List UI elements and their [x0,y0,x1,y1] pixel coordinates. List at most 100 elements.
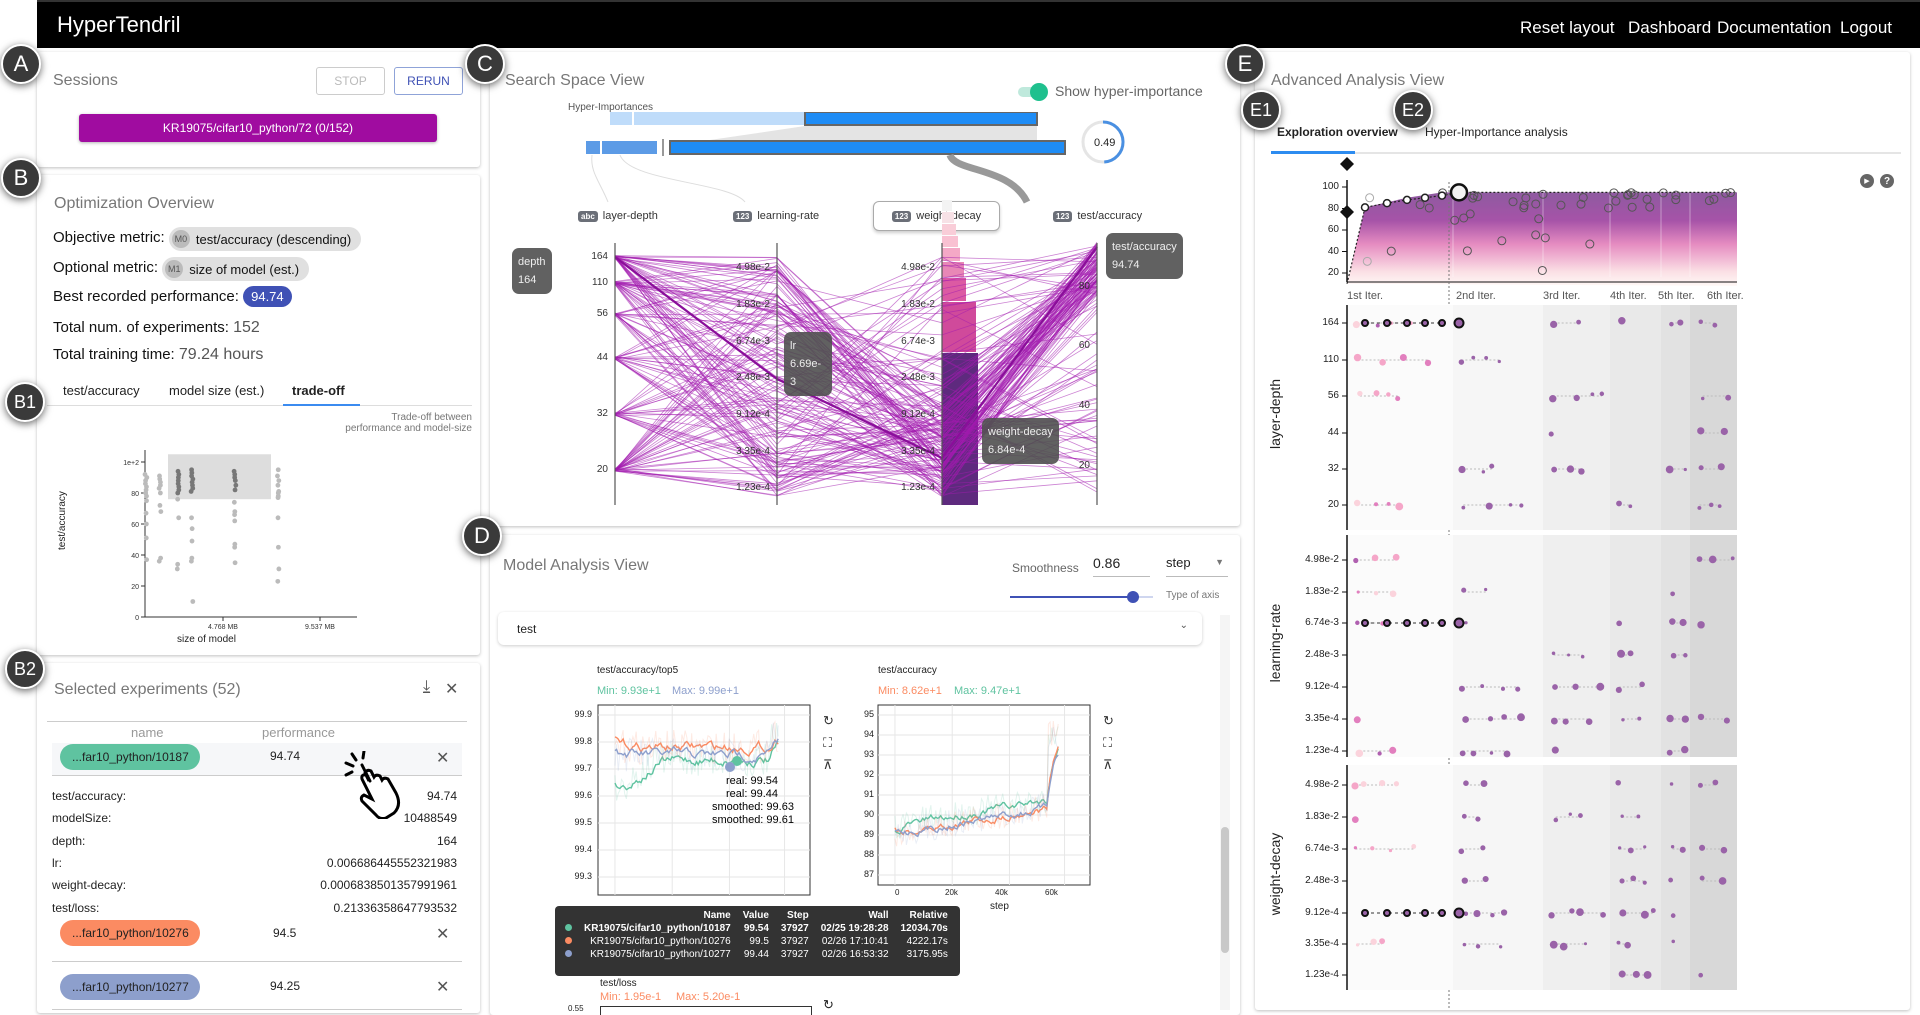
help-icon[interactable]: ? [1880,174,1894,188]
pc-experiment-line [614,258,1098,485]
pc-tick-label: 3.35e-4 [736,446,770,457]
run-filter-select[interactable]: test ⌄ [498,612,1202,645]
pin-off-icon[interactable]: ⊼ [823,757,833,772]
exploration-dot [1696,556,1703,562]
smoothness-input[interactable]: 0.86 [1093,555,1150,577]
axis-type-select[interactable]: step ▼ [1166,553,1228,577]
scatter-point [189,515,194,521]
iteration-band [1690,305,1737,530]
smoothness-slider[interactable] [1010,591,1153,603]
exploration-dot [1461,587,1467,593]
exploration-dot [1389,746,1397,754]
iteration-label: 6th Iter. [1707,290,1744,302]
remove-experiment-icon[interactable]: ✕ [436,750,450,767]
best-experiment-marker [1437,191,1447,200]
exploration-dot [1487,716,1494,722]
iteration-band [1347,305,1453,530]
reload-icon[interactable]: ↻ [1103,713,1114,728]
experiment-circle [1537,265,1547,275]
tab-model-size[interactable]: model size (est.) [169,383,265,398]
exploration-dot [1621,718,1625,722]
experiment-name-pill[interactable]: ...far10_python/10277 [60,974,200,1000]
experiment-row-3[interactable]: ...far10_python/10277 94.25 ✕ [52,963,462,1010]
exploration-dot [1583,942,1588,946]
session-item[interactable]: KR19075/cifar10_python/72 (0/152) [79,114,437,142]
tooltip-depth: depth 164 [512,248,552,294]
nav-documentation[interactable]: Documentation [1717,18,1832,37]
hyper-importance-bars[interactable] [490,112,1240,262]
tooltip-wall: 02/26 16:53:32 [821,949,889,960]
tooltip-rel: 3175.95s [906,949,948,960]
exploration-dot [1590,392,1595,397]
perf-y-tick: 60 [1327,224,1339,235]
pc-highlight-line [614,246,1098,460]
label-badge-b2: B2 [5,649,45,689]
parallel-coordinates[interactable] [490,52,1240,526]
scrollbar-thumb[interactable] [1221,827,1229,953]
tab-trade-off[interactable]: trade-off [292,383,345,398]
exploration-dot [1551,746,1559,754]
pin-off-icon[interactable]: ⊼ [1103,757,1113,772]
exploration-dot [1548,431,1554,437]
exploration-overview-chart[interactable] [1255,52,1910,1010]
objective-metric: Objective metric: M0 test/accuracy (desce… [53,227,362,251]
exploration-dot [1677,319,1684,326]
sessions-panel: Sessions STOP RERUN KR19075/cifar10_pyth… [37,52,480,167]
best-performance: Best recorded performance: 94.74 [53,286,292,307]
stop-button[interactable]: STOP [316,67,385,95]
axis-header-learning-rate[interactable]: 123 learning-rate [733,210,819,222]
iteration-band [1661,305,1690,530]
y-tick-label: 40 [131,553,139,560]
chart2-x-label: step [990,901,1009,912]
scalar-charts[interactable] [490,535,1220,1013]
reload-icon[interactable]: ↻ [823,713,834,728]
clear-selection-icon[interactable]: ✕ [445,681,459,698]
exploration-dot [1700,396,1705,401]
scatter-point [190,599,196,604]
download-icon[interactable]: ⤓ [423,678,431,695]
optional-label: Optional metric: [53,259,159,276]
fullscreen-icon[interactable]: ⛶ [1103,735,1113,750]
experiment-name-pill[interactable]: ...far10_python/10276 [60,920,200,946]
importance-link-lr [619,154,746,203]
nav-dashboard[interactable]: Dashboard [1628,18,1712,37]
fullscreen-icon[interactable]: ⛶ [823,735,833,750]
axis-header-test-accuracy[interactable]: 123 test/accuracy [1053,210,1142,222]
exploration-dot [1624,941,1631,949]
reload-icon[interactable]: ↻ [823,997,834,1012]
nav-logout[interactable]: Logout [1840,18,1892,37]
experiment-name-pill[interactable]: ...far10_python/10187 [60,744,200,770]
chart2-title: test/accuracy [878,665,937,676]
experiment-row-2[interactable]: ...far10_python/10276 94.5 ✕ [52,916,462,962]
slider-thumb[interactable] [1126,591,1139,603]
row-tick-label: 2.48e-3 [1305,875,1339,886]
tab-exploration-overview[interactable]: Exploration overview [1277,125,1398,139]
play-icon[interactable]: ▶ [1860,174,1874,188]
tooltip-step: 37927 [780,923,809,934]
chart1-y-tick: 99.8 [574,736,592,746]
chart2-y-tick: 92 [863,769,874,779]
exploration-dot [1567,653,1571,657]
experiment-circle [1362,256,1372,266]
best-path-dot [1361,909,1369,917]
type-badge: 123 [891,210,912,222]
best-experiment-marker [1420,193,1430,202]
remove-experiment-icon[interactable]: ✕ [436,979,450,996]
experiment-circle [1629,190,1639,200]
nav-reset-layout[interactable]: Reset layout [1520,18,1615,37]
rerun-button[interactable]: RERUN [394,67,463,95]
pc-experiment-line [614,244,1098,476]
hyper-importance-toggle[interactable] [1018,83,1048,101]
tab-test-accuracy[interactable]: test/accuracy [63,383,140,398]
exploration-dot [1697,621,1705,629]
tradeoff-scatter[interactable]: 0 20 40 60 80 1e+2 4.768 MB 9.537 MB [37,430,477,652]
tab-hyper-importance-analysis[interactable]: Hyper-Importance analysis [1425,125,1568,139]
experiment-row-1[interactable]: ...far10_python/10187 94.74 ✕ [52,743,462,776]
scatter-point [144,557,150,563]
chart3-plot[interactable] [600,1006,812,1015]
tooltip-row: KR19075/cifar10_python/10277 99.44 37927 02… [559,948,954,961]
remove-experiment-icon[interactable]: ✕ [436,926,450,943]
axis-header-layer-depth[interactable]: abc layer-depth [578,210,658,222]
exploration-dot [1484,355,1489,360]
chart2-x-tick: 40k [995,888,1008,897]
